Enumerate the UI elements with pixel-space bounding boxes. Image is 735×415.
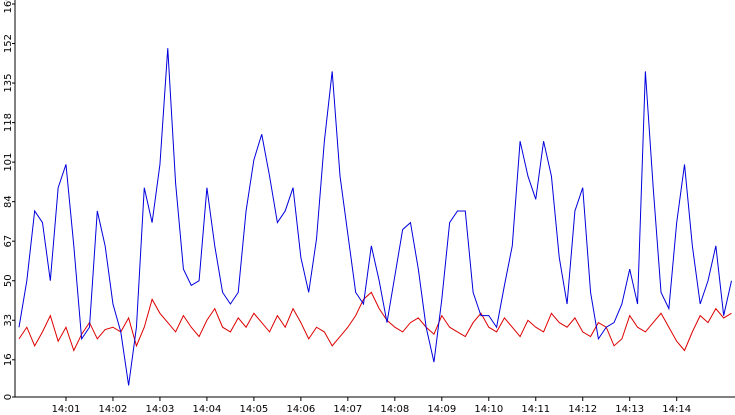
y-tick-label: 84 — [3, 195, 14, 208]
x-tick-label: 14:13 — [615, 404, 644, 415]
x-tick-label: 14:10 — [474, 404, 503, 415]
y-tick-label: 50 — [3, 274, 14, 287]
x-tick-label: 14:11 — [521, 404, 550, 415]
x-tick-label: 14:12 — [568, 404, 597, 415]
y-tick-label: 169 — [3, 0, 14, 14]
y-tick-label: 135 — [3, 74, 14, 93]
x-tick-label: 14:03 — [146, 404, 175, 415]
x-tick-label: 14:01 — [52, 404, 81, 415]
y-tick-label: 67 — [3, 235, 14, 248]
x-tick-label: 14:09 — [427, 404, 456, 415]
y-tick-label: 33 — [3, 314, 14, 327]
x-tick-label: 14:05 — [239, 404, 268, 415]
x-tick-label: 14:07 — [333, 404, 362, 415]
y-tick-label: 0 — [3, 394, 14, 400]
x-tick-label: 14:02 — [99, 404, 128, 415]
x-tick-label: 14:14 — [662, 404, 691, 415]
x-tick-label: 14:08 — [380, 404, 409, 415]
y-tick-label: 152 — [3, 34, 14, 53]
series-line — [18, 48, 732, 386]
series-line — [18, 291, 732, 352]
y-tick-label: 101 — [3, 153, 14, 172]
y-tick-label: 118 — [3, 113, 14, 132]
y-tick-label: 16 — [3, 353, 14, 366]
x-tick-label: 14:04 — [192, 404, 221, 415]
x-tick-label: 14:06 — [286, 404, 315, 415]
